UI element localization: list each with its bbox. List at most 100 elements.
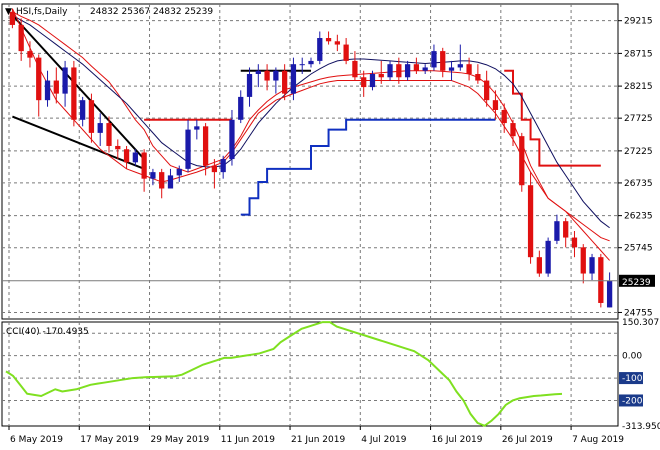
candle-body [97,123,103,133]
candle-body [466,64,472,74]
y-tick-label: 28715 [624,49,653,59]
stop-line-red [504,69,601,167]
candle-body [220,159,226,173]
candles [9,8,613,308]
candle-body [246,74,253,97]
candle-body [106,123,112,146]
candle-body [71,67,77,120]
candle-body [36,57,42,101]
series-ema_red [12,11,610,261]
stop-line-blue [240,118,496,216]
candle-body [396,64,402,78]
series-bb_low_red [11,8,610,242]
candle-body [571,237,578,248]
x-tick-label: 16 Jul 2019 [432,435,483,445]
candle-body [167,175,174,189]
current-price-label: 25239 [622,278,651,288]
x-tick-label: 21 Jun 2019 [291,435,345,445]
candle-body [484,80,490,101]
candle-body [580,247,586,274]
candle-body [194,126,200,130]
candle-body [238,96,244,120]
candle-body [150,172,156,179]
candle-body [308,60,314,65]
candle-body [536,257,542,274]
indicator-series [11,8,610,261]
candle-body [282,70,288,94]
candle-body [457,64,463,68]
candle-body [123,149,130,163]
candle-body [62,67,68,94]
candle-body [554,221,560,241]
candle-body [53,80,59,94]
candle-body [80,100,86,120]
x-tick-label: 11 Jun 2019 [221,435,275,445]
price-levels [11,14,601,216]
candle-body [369,74,376,88]
time-axis: 6 May 2019 17 May 2019 29 May 2019 11 Jun 2… [8,426,624,445]
current-price-marker [619,274,655,287]
candle-body [510,123,516,137]
symbol-arrow-icon: ▼ [5,7,12,17]
cci-tick-label: 150.3071 [622,318,660,328]
candle-body [9,11,16,25]
candle-body [352,60,358,78]
cci-level-marker [619,372,643,385]
candle-body [431,51,437,68]
candle-body [141,152,147,179]
cci-tick-label: 0.00 [622,352,642,362]
candle-body [422,67,428,71]
candle-body [527,185,534,258]
candle-body [27,51,33,58]
trend-line [11,14,145,160]
candle-body [440,51,446,71]
candle-body [413,64,420,71]
candle-body [202,126,209,166]
candle-body [598,257,604,303]
y-tick-label: 27725 [624,114,653,124]
candle-body [44,80,51,101]
y-tick-label: 28215 [624,82,653,92]
cci-line [5,321,563,427]
y-tick-label: 27225 [624,147,653,157]
cci-tick-label: -313.9504 [622,422,660,432]
candle-body [563,221,569,238]
cci-panel [1,321,619,427]
x-tick-label: 26 Jul 2019 [502,435,553,445]
candle-body [88,100,95,133]
candle-body [317,38,323,61]
y-tick-label: 25745 [624,244,653,254]
cci-indicator: 150.3071 0.00 -100 -200 -313.9504 [2,318,660,432]
trend-line [12,115,145,170]
candle-body [176,168,182,176]
x-tick-label: 6 May 2019 [10,435,63,445]
candle-body [264,70,270,81]
symbol-label: HSI,fs,Daily [16,7,68,17]
candle-body [606,280,613,308]
candle-body [334,41,340,45]
x-tick-label: 29 May 2019 [151,435,210,445]
cci-label: CCI(40) -170.4935 [6,327,89,337]
candle-body [475,74,481,81]
candle-body [404,64,411,78]
candle-body [501,109,507,124]
candle-body [299,64,305,66]
candle-body [159,172,165,189]
candle-body [492,100,499,110]
y-tick-label: 24755 [624,308,653,318]
candle-body [115,145,121,150]
candle-body [290,64,297,94]
y-tick-label: 26235 [624,212,653,222]
x-tick-label: 4 Jul 2019 [361,435,406,445]
series-ma_navy [12,14,610,229]
candle-body [229,119,235,160]
candle-body [589,257,595,274]
candle-body [185,129,191,169]
price-axis: 29215 28715 28215 27725 27225 26735 26235 25745… [2,17,655,318]
y-tick-label: 29215 [624,17,653,27]
cci-level-marker [619,394,643,407]
candle-body [519,136,525,186]
candle-body [545,240,551,274]
cci-tick-label: -200 [622,396,643,406]
